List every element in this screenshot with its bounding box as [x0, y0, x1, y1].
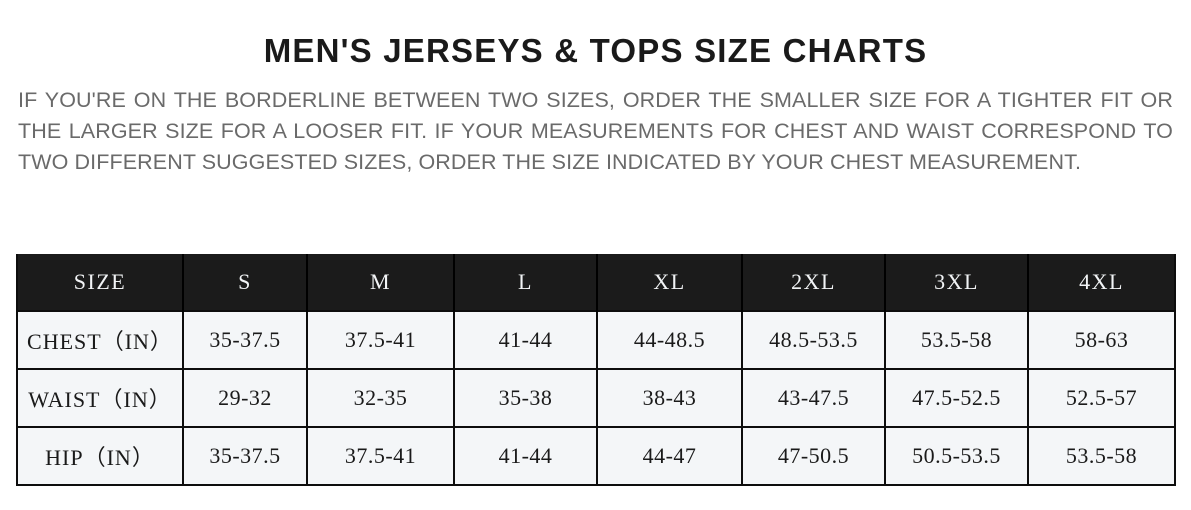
- cell-waist-2xl: 43-47.5: [742, 368, 886, 427]
- cell-waist-xl: 38-43: [597, 368, 743, 427]
- page-title: MEN'S JERSEYS & TOPS SIZE CHARTS: [263, 32, 928, 69]
- cell-chest-3xl: 53.5-58: [885, 310, 1029, 369]
- cell-chest-s: 35-37.5: [183, 310, 308, 369]
- row-label-waist: WAIST（IN）: [17, 368, 184, 427]
- column-header-s: S: [183, 254, 308, 311]
- table-row: HIP（IN） 35-37.5 37.5-41 41-44 44-47 47-5…: [17, 426, 1175, 486]
- column-header-2xl: 2XL: [742, 254, 886, 311]
- cell-hip-2xl: 47-50.5: [742, 426, 886, 486]
- cell-waist-3xl: 47.5-52.5: [885, 368, 1029, 427]
- cell-chest-4xl: 58-63: [1028, 310, 1175, 369]
- cell-hip-s: 35-37.5: [183, 426, 308, 486]
- cell-chest-xl: 44-48.5: [597, 310, 743, 369]
- table-row: WAIST（IN） 29-32 32-35 35-38 38-43 43-47.…: [17, 368, 1175, 427]
- column-header-size: SIZE: [17, 254, 184, 311]
- cell-hip-m: 37.5-41: [307, 426, 455, 486]
- size-chart-table-container: SIZE S M L XL 2XL 3XL 4XL CHEST（IN） 35-3…: [16, 254, 1176, 486]
- cell-waist-m: 32-35: [307, 368, 455, 427]
- column-header-xl: XL: [597, 254, 743, 311]
- table-header-row: SIZE S M L XL 2XL 3XL 4XL: [17, 254, 1175, 311]
- cell-chest-l: 41-44: [454, 310, 598, 369]
- row-label-chest: CHEST（IN）: [17, 310, 184, 369]
- column-header-4xl: 4XL: [1028, 254, 1175, 311]
- cell-hip-3xl: 50.5-53.5: [885, 426, 1029, 486]
- column-header-l: L: [454, 254, 598, 311]
- cell-waist-4xl: 52.5-57: [1028, 368, 1175, 427]
- column-header-m: M: [307, 254, 455, 311]
- row-label-hip: HIP（IN）: [17, 426, 184, 486]
- cell-waist-l: 35-38: [454, 368, 598, 427]
- cell-hip-xl: 44-47: [597, 426, 743, 486]
- fit-guidance-text: IF YOU'RE ON THE BORDERLINE BETWEEN TWO …: [18, 87, 1173, 175]
- cell-waist-s: 29-32: [183, 368, 308, 427]
- cell-chest-2xl: 48.5-53.5: [742, 310, 886, 369]
- cell-hip-4xl: 53.5-58: [1028, 426, 1175, 486]
- column-header-3xl: 3XL: [885, 254, 1029, 311]
- size-chart-table: SIZE S M L XL 2XL 3XL 4XL CHEST（IN） 35-3…: [16, 254, 1176, 486]
- table-row: CHEST（IN） 35-37.5 37.5-41 41-44 44-48.5 …: [17, 310, 1175, 369]
- cell-chest-m: 37.5-41: [307, 310, 455, 369]
- cell-hip-l: 41-44: [454, 426, 598, 486]
